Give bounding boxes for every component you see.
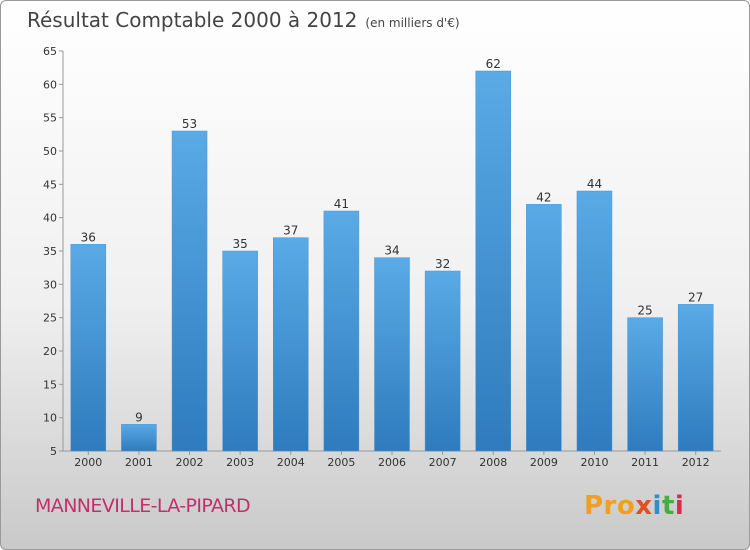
chart-title-text: Résultat Comptable 2000 à 2012 [27, 8, 358, 32]
y-tick-label: 60 [43, 78, 57, 91]
bar-value-label: 32 [435, 257, 450, 271]
logo-part-2: x [635, 491, 653, 521]
bar-2004[interactable] [273, 237, 309, 452]
bar-value-label: 34 [384, 244, 399, 258]
y-tick-label: 35 [43, 245, 57, 258]
bar-value-label: 53 [182, 117, 197, 131]
x-tick-label: 2005 [327, 456, 355, 469]
y-tick-label: 10 [43, 412, 57, 425]
x-tick-label: 2012 [682, 456, 710, 469]
logo-part-1: Pro [584, 491, 636, 521]
y-tick-label: 45 [43, 178, 57, 191]
y-tick-label: 20 [43, 345, 57, 358]
bar-2000[interactable] [70, 244, 107, 452]
bar-value-label: 37 [283, 224, 298, 238]
bar-2003[interactable] [222, 250, 258, 452]
bar-2002[interactable] [171, 130, 208, 452]
commune-name: MANNEVILLE-LA-PIPARD [35, 495, 251, 517]
chart-title: Résultat Comptable 2000 à 2012 (en millie… [27, 8, 460, 32]
y-tick-label: 5 [50, 445, 57, 458]
bar-value-label: 42 [536, 190, 551, 204]
y-tick-label: 25 [43, 312, 57, 325]
bar-value-label: 9 [135, 410, 143, 424]
bar-value-label: 62 [486, 57, 501, 71]
y-tick-label: 40 [43, 212, 57, 225]
y-tick-label: 55 [43, 112, 57, 125]
bar-value-label: 36 [81, 230, 96, 244]
bar-2012[interactable] [677, 304, 714, 452]
bar-2008[interactable] [475, 70, 511, 452]
x-tick-label: 2009 [530, 456, 558, 469]
logo-part-5: i [674, 491, 685, 521]
proxiti-logo[interactable]: Proxiti [584, 491, 684, 521]
x-tick-label: 2004 [277, 456, 305, 469]
bar-2011[interactable] [627, 317, 663, 452]
x-tick-label: 2006 [378, 456, 406, 469]
bar-value-label: 41 [334, 197, 349, 211]
x-tick-label: 2010 [580, 456, 608, 469]
logo-part-4: t [661, 491, 675, 521]
bar-value-label: 44 [587, 177, 602, 191]
x-tick-label: 2007 [429, 456, 457, 469]
bar-2009[interactable] [526, 204, 562, 452]
chart-subtitle: (en milliers d'€) [365, 16, 460, 30]
bar-2001[interactable] [121, 424, 157, 452]
x-tick-label: 2002 [176, 456, 204, 469]
bar-2007[interactable] [424, 270, 461, 452]
bar-value-label: 25 [637, 304, 652, 318]
bar-value-label: 27 [688, 290, 703, 304]
x-tick-label: 2001 [125, 456, 153, 469]
y-tick-label: 30 [43, 278, 57, 291]
y-tick-label: 50 [43, 145, 57, 158]
x-tick-label: 2000 [74, 456, 102, 469]
x-tick-label: 2008 [479, 456, 507, 469]
bar-2006[interactable] [374, 257, 410, 452]
y-tick-label: 15 [43, 378, 57, 391]
logo-part-3: i [652, 491, 662, 521]
bar-2010[interactable] [576, 190, 613, 452]
bar-2005[interactable] [323, 210, 360, 452]
y-tick-label: 65 [43, 45, 57, 58]
x-tick-label: 2011 [631, 456, 659, 469]
bar-value-label: 35 [233, 237, 248, 251]
x-tick-label: 2003 [226, 456, 254, 469]
